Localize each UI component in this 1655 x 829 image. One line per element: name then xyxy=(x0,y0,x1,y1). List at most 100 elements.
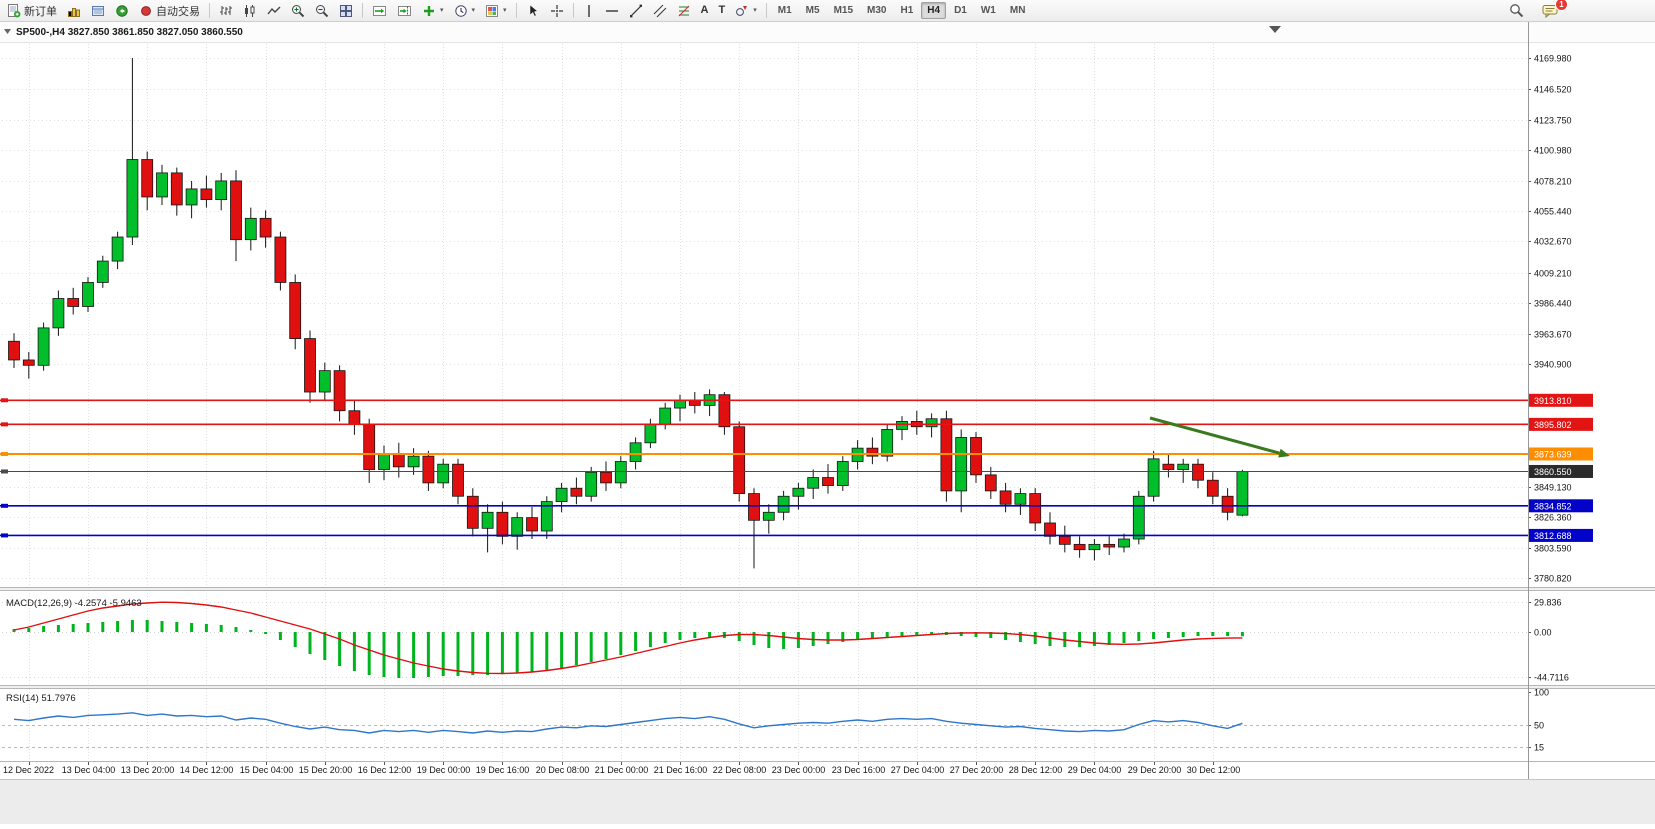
macd-signal-line xyxy=(13,601,1243,675)
pane-divider[interactable] xyxy=(0,685,1655,689)
data-window-button[interactable] xyxy=(87,2,109,20)
candle xyxy=(555,482,568,513)
chart-shift-marker[interactable] xyxy=(1269,26,1281,33)
timeframe-h1[interactable]: H1 xyxy=(900,5,914,16)
chart-line-button[interactable] xyxy=(263,2,285,20)
candle xyxy=(289,274,302,350)
level-left-handle[interactable] xyxy=(1,533,8,538)
price-badge xyxy=(1529,464,1593,478)
date-label: 21 Dec 16:00 xyxy=(654,765,708,775)
line-chart-icon xyxy=(267,6,281,14)
candle xyxy=(8,333,20,368)
macd-axis-label: -44.7116 xyxy=(1534,673,1569,683)
candle xyxy=(1192,458,1204,489)
label-button[interactable]: T xyxy=(715,2,730,20)
price-badge xyxy=(1529,447,1593,461)
candle xyxy=(570,477,583,505)
pane-divider[interactable] xyxy=(0,587,1655,591)
macd-axis-label: 29.836 xyxy=(1534,598,1562,608)
candle xyxy=(1147,450,1160,502)
zoom-in-icon xyxy=(292,4,305,17)
chart-shift-icon xyxy=(398,5,411,16)
new-order-button[interactable]: 新订单 xyxy=(3,2,61,20)
candle xyxy=(970,432,982,483)
text-button[interactable]: A xyxy=(697,2,713,20)
chart-bars-button[interactable] xyxy=(215,2,237,20)
candle xyxy=(762,504,775,534)
price-badge-label: 3895.802 xyxy=(1534,420,1572,430)
timeframe-mn[interactable]: MN xyxy=(1009,5,1026,16)
navigator-button[interactable] xyxy=(111,2,133,20)
candle xyxy=(185,180,198,219)
timeframe-m5[interactable]: M5 xyxy=(805,5,820,16)
vline-button[interactable] xyxy=(579,2,599,20)
candle xyxy=(896,416,908,441)
timeframe-m30[interactable]: M30 xyxy=(867,5,887,16)
fibonacci-button[interactable] xyxy=(673,2,695,20)
price-axis-label: 4146.520 xyxy=(1534,85,1572,95)
chevron-down-icon: ▾ xyxy=(753,7,757,14)
auto-scroll-button[interactable] xyxy=(368,2,391,20)
auto-scroll-icon xyxy=(373,5,386,16)
shapes-button[interactable]: ▾ xyxy=(731,2,761,20)
level-left-handle[interactable] xyxy=(1,398,8,403)
timeframe-d1[interactable]: D1 xyxy=(954,5,967,16)
search-button[interactable] xyxy=(1505,2,1528,20)
price-axis-label: 3826.360 xyxy=(1534,513,1572,523)
data-window-icon xyxy=(92,5,104,16)
ohlc-bars-icon xyxy=(220,5,232,15)
chat-bubble-icon xyxy=(1542,4,1558,18)
level-left-handle[interactable] xyxy=(1,422,8,427)
price-axis-label: 3963.670 xyxy=(1534,330,1572,340)
chart-candles-button[interactable] xyxy=(239,2,261,20)
price-badge-label: 3812.688 xyxy=(1534,531,1572,541)
trendline-button[interactable] xyxy=(625,2,647,20)
collapse-icon[interactable] xyxy=(4,29,11,34)
candle xyxy=(600,461,612,491)
timeframe-m1[interactable]: M1 xyxy=(777,5,792,16)
charts-button[interactable] xyxy=(63,2,85,20)
chart-shift-button[interactable] xyxy=(393,2,416,20)
price-axis-label: 4123.750 xyxy=(1534,116,1572,126)
periods-button[interactable]: ▾ xyxy=(450,2,480,20)
candle xyxy=(1044,512,1056,545)
price-axis-label: 4078.210 xyxy=(1534,177,1572,187)
candle xyxy=(718,392,731,435)
candle xyxy=(585,466,598,502)
timeframe-w1[interactable]: W1 xyxy=(980,5,996,16)
channel-icon xyxy=(653,4,666,17)
timeframe-m15[interactable]: M15 xyxy=(833,5,854,16)
candle xyxy=(466,488,479,537)
candle xyxy=(422,450,435,491)
channel-button[interactable] xyxy=(649,2,671,20)
level-left-handle[interactable] xyxy=(1,451,8,456)
rsi-axis-label: 50 xyxy=(1534,721,1544,731)
cursor-button[interactable] xyxy=(522,2,544,20)
indicators-button[interactable]: ▾ xyxy=(418,2,448,20)
toolbar-separator xyxy=(362,3,363,18)
notifications-button[interactable]: 1 xyxy=(1538,0,1568,20)
tile-windows-button[interactable] xyxy=(335,2,357,20)
hline-button[interactable] xyxy=(601,2,623,20)
templates-button[interactable]: ▾ xyxy=(481,2,511,20)
price-axis-label: 4009.210 xyxy=(1534,269,1572,279)
zoom-out-button[interactable] xyxy=(311,2,333,20)
cursor-icon xyxy=(529,3,538,17)
candle xyxy=(748,488,760,569)
new-order-label: 新订单 xyxy=(24,5,57,18)
shapes-icon xyxy=(736,5,748,16)
text-tool-icon: A xyxy=(700,4,709,16)
auto-trading-button[interactable]: 自动交易 xyxy=(135,2,204,20)
level-left-handle[interactable] xyxy=(1,469,8,474)
zoom-in-button[interactable] xyxy=(287,2,309,20)
date-label: 19 Dec 00:00 xyxy=(417,765,471,775)
date-label: 28 Dec 12:00 xyxy=(1009,765,1063,775)
trend-arrow[interactable] xyxy=(1149,416,1290,458)
level-left-handle[interactable] xyxy=(1,503,8,508)
price-badge xyxy=(1529,417,1593,431)
candle xyxy=(733,421,746,502)
crosshair-button[interactable] xyxy=(546,2,568,20)
timeframe-h4[interactable]: H4 xyxy=(921,2,947,19)
candle xyxy=(259,210,272,248)
candle xyxy=(496,501,509,545)
